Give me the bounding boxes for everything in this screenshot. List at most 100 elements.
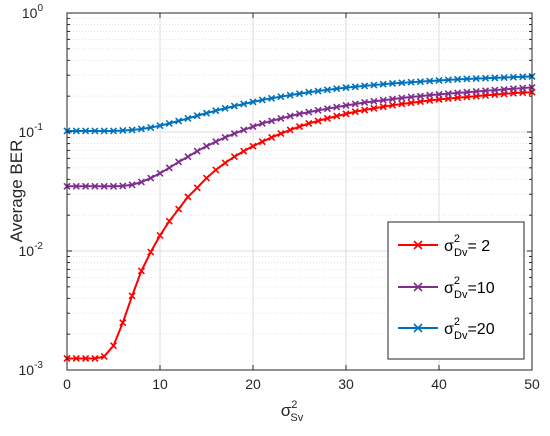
data-point — [342, 84, 350, 92]
data-point — [379, 80, 387, 88]
data-point — [435, 76, 443, 85]
data-point — [240, 147, 248, 155]
legend-label-base: σ — [444, 321, 454, 338]
data-point — [119, 182, 127, 190]
legend-entry-1: σ2 Dv=10 — [398, 275, 495, 301]
data-point — [72, 127, 80, 135]
data-point — [472, 75, 480, 83]
data-point — [184, 193, 192, 201]
data-point — [388, 101, 397, 109]
data-point — [295, 123, 304, 131]
data-point — [361, 106, 369, 114]
legend-label: σ2 Dv=10 — [444, 275, 495, 301]
data-point — [212, 138, 220, 146]
y-tick-exponent: -3 — [34, 360, 43, 371]
data-point — [509, 73, 517, 81]
data-point — [268, 94, 276, 102]
legend-label-sub: Dv — [454, 330, 468, 342]
data-point — [72, 182, 80, 190]
data-point — [398, 94, 406, 102]
data-point — [165, 119, 173, 128]
series-2 — [63, 72, 536, 135]
data-point — [472, 87, 480, 96]
y-tick-exponent: -2 — [34, 241, 43, 252]
data-point — [202, 109, 211, 117]
data-point — [323, 105, 331, 113]
data-point — [323, 114, 331, 123]
data-point — [333, 85, 341, 93]
data-point — [119, 319, 127, 327]
data-point — [370, 97, 378, 105]
data-point — [305, 88, 313, 96]
data-point — [230, 153, 238, 161]
data-point — [109, 182, 118, 190]
legend-label-base: σ — [444, 280, 454, 297]
x-tick-label: 40 — [431, 376, 447, 392]
data-point — [165, 164, 173, 172]
data-point — [351, 100, 359, 108]
data-point — [388, 79, 397, 87]
legend-label-sub: Dv — [454, 289, 468, 301]
data-point — [342, 110, 350, 118]
legend-label-sup: 2 — [454, 233, 460, 245]
legend-label-sup: 2 — [454, 275, 460, 287]
data-point — [500, 73, 508, 82]
data-point — [314, 87, 322, 95]
y-tick-label: 10-3 — [19, 360, 44, 378]
x-tick-label: 0 — [63, 376, 71, 392]
data-point — [491, 86, 499, 94]
data-point — [175, 117, 183, 125]
data-point — [314, 106, 322, 114]
data-point — [82, 182, 90, 190]
data-point — [268, 117, 276, 125]
y-tick-label: 100 — [22, 3, 44, 21]
data-point — [491, 74, 499, 82]
data-point — [184, 114, 192, 123]
data-point — [212, 166, 220, 174]
data-point — [416, 98, 424, 106]
data-point — [342, 101, 350, 110]
data-point — [509, 85, 517, 93]
data-point — [230, 130, 238, 138]
data-point — [361, 82, 369, 90]
x-tick-label: 30 — [338, 376, 354, 392]
data-point — [128, 292, 136, 300]
y-tick-exponent: 0 — [37, 3, 43, 14]
y-axis-label: Average BER — [7, 140, 26, 243]
data-point — [426, 91, 434, 99]
data-point — [416, 92, 424, 100]
x-tick-label: 20 — [245, 376, 261, 392]
data-point — [268, 133, 276, 142]
data-point — [249, 123, 257, 131]
data-point — [137, 125, 145, 133]
data-point — [165, 217, 173, 225]
legend-label: σ2 Dv=20 — [444, 316, 495, 342]
data-point — [277, 114, 285, 123]
data-point — [398, 79, 406, 87]
data-point — [184, 153, 192, 161]
legend-marker — [413, 282, 423, 292]
x-tick-label: 50 — [524, 376, 540, 392]
x-axis-label-sub: Sv — [290, 412, 303, 424]
data-point — [91, 182, 99, 190]
data-point — [258, 119, 266, 128]
data-point — [202, 142, 211, 150]
y-tick-base: 10 — [19, 243, 35, 259]
data-point — [193, 184, 201, 192]
data-point — [295, 90, 304, 98]
data-point — [286, 126, 294, 134]
legend-label-value: = 2 — [467, 238, 490, 255]
data-point — [137, 178, 145, 186]
data-point — [454, 75, 462, 83]
data-point — [351, 108, 359, 116]
legend-label-value: =20 — [467, 321, 494, 338]
data-point — [277, 93, 285, 101]
legend-marker — [413, 323, 423, 333]
data-point — [295, 110, 304, 118]
data-point — [91, 354, 99, 363]
plot-frame — [66, 12, 533, 371]
data-point — [240, 126, 248, 134]
